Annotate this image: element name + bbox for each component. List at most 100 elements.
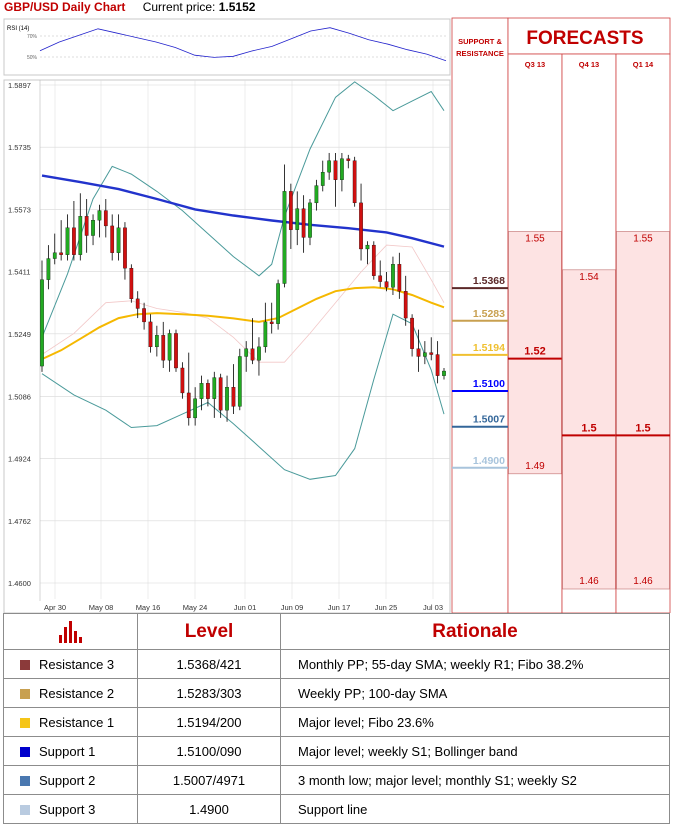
y-tick-label: 1.4924 bbox=[8, 455, 31, 464]
level-swatch bbox=[20, 659, 30, 670]
level-name-cell: Resistance 1 bbox=[3, 707, 138, 737]
chart-header: GBP/USD Daily Chart Current price: 1.515… bbox=[4, 0, 255, 18]
forecast-column-label: Q4 13 bbox=[579, 60, 599, 69]
levels-table: Level Rationale Resistance 3 1.5368/421 Mo… bbox=[3, 613, 670, 824]
candle-body bbox=[142, 308, 146, 323]
sr-level-label: 1.4900 bbox=[473, 455, 505, 467]
column-header-level: Level bbox=[137, 613, 281, 650]
candle-body bbox=[148, 321, 153, 348]
y-tick-label: 1.5573 bbox=[8, 205, 31, 214]
x-tick-label: Jun 09 bbox=[281, 603, 304, 612]
candle-body bbox=[276, 283, 280, 324]
forecast-mid: 1.52 bbox=[524, 346, 545, 358]
candle-body bbox=[257, 346, 261, 361]
sr-level-label: 1.5194 bbox=[473, 342, 505, 354]
candle-body bbox=[78, 216, 83, 255]
candle-body bbox=[269, 321, 274, 324]
candle-body bbox=[397, 264, 402, 292]
rsi-tick-50: 50% bbox=[27, 55, 38, 61]
rsi-label: RSI (14) bbox=[7, 26, 29, 32]
column-header-rationale: Rationale bbox=[280, 613, 670, 650]
candle-body bbox=[391, 264, 395, 288]
candle-body bbox=[174, 333, 178, 369]
candle-body bbox=[295, 208, 300, 230]
candle-body bbox=[301, 208, 306, 238]
y-tick-label: 1.5897 bbox=[8, 81, 31, 90]
price-chart: RSI (14) 70% 50% 1.58971.57351.55731.541… bbox=[3, 17, 671, 613]
x-tick-label: Jun 01 bbox=[234, 603, 257, 612]
level-rationale: Weekly PP; 100-day SMA bbox=[280, 678, 670, 708]
level-name-cell: Support 3 bbox=[3, 794, 138, 824]
level-rationale: Monthly PP; 55-day SMA; weekly R1; Fibo … bbox=[280, 649, 670, 679]
bollinger-lower-line bbox=[41, 313, 445, 480]
sr-title-line2: RESISTANCE bbox=[456, 49, 504, 58]
x-tick-label: Jun 17 bbox=[328, 603, 351, 612]
level-name-cell: Resistance 2 bbox=[3, 678, 138, 708]
candle-body bbox=[340, 158, 344, 180]
level-rationale: Support line bbox=[280, 794, 670, 824]
sr-level-label: 1.5100 bbox=[473, 378, 505, 390]
candle-body bbox=[59, 252, 63, 255]
candle-body bbox=[65, 227, 70, 255]
candle-body bbox=[180, 367, 185, 394]
bar-chart-icon bbox=[4, 620, 137, 643]
candle-body bbox=[352, 160, 357, 204]
forecast-mid: 1.5 bbox=[581, 422, 596, 434]
candle-body bbox=[333, 160, 338, 180]
current-price-value: 1.5152 bbox=[218, 0, 256, 14]
candle-body bbox=[103, 210, 108, 227]
level-name: Support 2 bbox=[39, 772, 96, 788]
level-name-cell: Support 1 bbox=[3, 736, 138, 766]
candle-body bbox=[237, 356, 242, 407]
level-name: Support 3 bbox=[39, 801, 96, 817]
candle-body bbox=[212, 377, 217, 399]
candle-body bbox=[244, 348, 249, 357]
candle-body bbox=[206, 383, 210, 399]
y-tick-label: 1.5411 bbox=[8, 268, 30, 277]
level-rationale: Major level; weekly S1; Bollinger band bbox=[280, 736, 670, 766]
level-value: 1.5283/303 bbox=[137, 678, 281, 708]
level-value: 1.5100/090 bbox=[137, 736, 281, 766]
level-name: Resistance 2 bbox=[39, 685, 115, 701]
table-icon-cell bbox=[3, 613, 138, 650]
x-tick-label: Apr 30 bbox=[44, 603, 66, 612]
candle-body bbox=[218, 377, 223, 411]
candle-body bbox=[225, 387, 229, 411]
candle-body bbox=[327, 160, 331, 173]
y-tick-label: 1.4762 bbox=[8, 517, 31, 526]
level-swatch bbox=[20, 717, 30, 728]
forecast-high: 1.55 bbox=[525, 233, 545, 244]
candle-body bbox=[442, 370, 446, 376]
candle-body bbox=[403, 291, 408, 319]
candle-body bbox=[72, 227, 76, 255]
forecast-low: 1.46 bbox=[633, 576, 653, 587]
sr-level-label: 1.5368 bbox=[473, 275, 505, 287]
sr-level-label: 1.5007 bbox=[473, 414, 505, 426]
x-tick-label: May 24 bbox=[183, 603, 208, 612]
rsi-line bbox=[39, 27, 447, 62]
y-tick-label: 1.4600 bbox=[8, 579, 31, 588]
table-row: Resistance 3 1.5368/421 Monthly PP; 55-day… bbox=[3, 649, 670, 679]
level-name: Resistance 1 bbox=[39, 714, 115, 730]
level-rationale: Major level; Fibo 23.6% bbox=[280, 707, 670, 737]
candle-body bbox=[46, 258, 51, 280]
sr-title-line1: SUPPORT & bbox=[458, 37, 502, 46]
candle-body bbox=[250, 348, 255, 361]
candle-body bbox=[40, 279, 44, 367]
chart-title: GBP/USD Daily Chart bbox=[4, 0, 126, 14]
sr-level-label: 1.5283 bbox=[473, 308, 505, 320]
level-name: Support 1 bbox=[39, 743, 96, 759]
y-tick-label: 1.5249 bbox=[8, 330, 31, 339]
level-swatch bbox=[20, 804, 30, 815]
candle-body bbox=[384, 281, 389, 288]
candle-body bbox=[282, 191, 287, 284]
level-swatch bbox=[20, 775, 30, 786]
candle-body bbox=[378, 275, 383, 282]
table-row: Resistance 2 1.5283/303 Weekly PP; 100-day… bbox=[3, 678, 670, 708]
candle-body bbox=[263, 321, 268, 348]
x-tick-label: May 16 bbox=[136, 603, 161, 612]
bollinger-upper-line bbox=[41, 81, 445, 338]
level-value: 1.5007/4971 bbox=[137, 765, 281, 795]
candle-body bbox=[429, 352, 434, 355]
forecast-high: 1.54 bbox=[579, 272, 599, 283]
